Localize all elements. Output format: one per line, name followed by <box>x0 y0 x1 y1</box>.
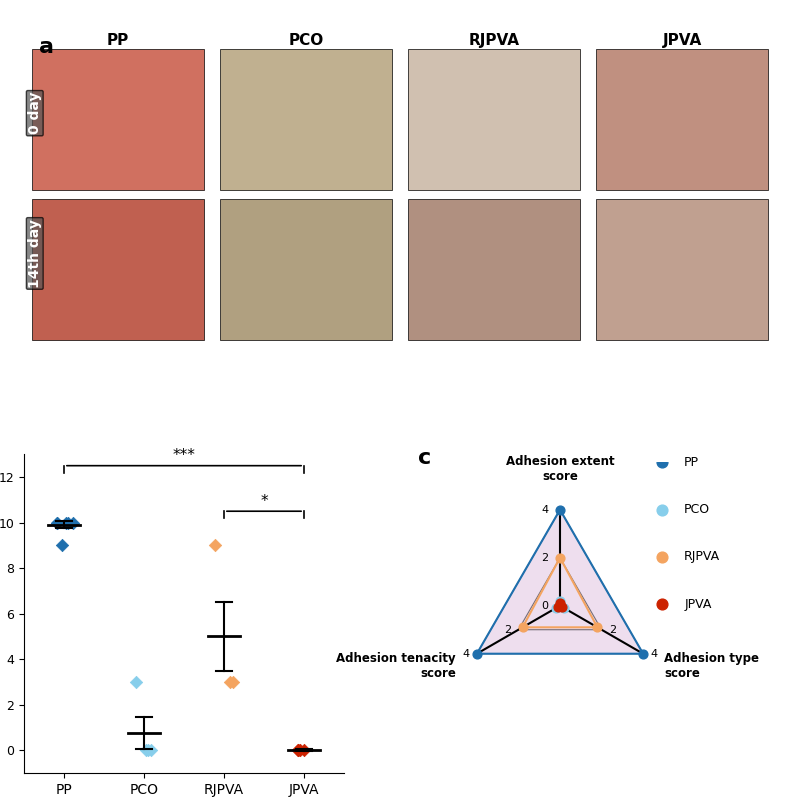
Point <box>226 676 239 689</box>
Point <box>291 744 304 756</box>
Text: *: * <box>260 494 268 509</box>
Point <box>142 744 154 756</box>
Point <box>55 539 68 552</box>
Text: 2: 2 <box>610 625 616 634</box>
Point <box>294 744 306 756</box>
Text: c: c <box>418 448 431 468</box>
Point <box>772 241 785 253</box>
Text: PCO: PCO <box>288 33 324 49</box>
Point <box>637 647 650 660</box>
Text: ***: *** <box>173 449 195 463</box>
Point <box>292 744 305 756</box>
Text: 4: 4 <box>542 505 549 515</box>
Point <box>550 602 562 614</box>
Text: Adhesion extent
score: Adhesion extent score <box>506 455 614 483</box>
Text: 4: 4 <box>462 649 469 658</box>
Point <box>554 504 566 516</box>
Point <box>145 744 158 756</box>
Point <box>298 744 311 756</box>
Text: 2: 2 <box>542 553 549 563</box>
Text: JPVA: JPVA <box>662 33 702 49</box>
Text: PP: PP <box>107 33 129 49</box>
Point <box>59 516 72 529</box>
Polygon shape <box>477 510 643 654</box>
FancyBboxPatch shape <box>595 49 769 190</box>
Point <box>51 516 64 529</box>
FancyBboxPatch shape <box>219 49 393 190</box>
Text: PCO: PCO <box>684 503 710 516</box>
Point <box>554 597 566 610</box>
Point <box>291 744 304 756</box>
Text: 0: 0 <box>542 601 549 611</box>
Text: a: a <box>39 37 54 57</box>
Point <box>129 676 142 689</box>
Text: RJPVA: RJPVA <box>469 33 519 49</box>
Point <box>139 744 152 756</box>
Text: 4: 4 <box>651 649 658 658</box>
Text: 0 day: 0 day <box>28 92 42 135</box>
Text: Adhesion tenacity
score: Adhesion tenacity score <box>337 652 456 680</box>
Point <box>556 601 569 614</box>
Point <box>591 621 604 634</box>
FancyBboxPatch shape <box>407 49 581 190</box>
Point <box>51 516 64 529</box>
Text: 2: 2 <box>504 625 510 634</box>
Text: 14th day: 14th day <box>28 219 42 288</box>
FancyBboxPatch shape <box>407 199 581 340</box>
Point <box>208 539 221 552</box>
Point <box>551 601 564 614</box>
FancyBboxPatch shape <box>31 199 205 340</box>
Point <box>66 516 79 529</box>
FancyBboxPatch shape <box>595 199 769 340</box>
Text: PP: PP <box>684 456 699 469</box>
Point <box>470 647 483 660</box>
Text: RJPVA: RJPVA <box>684 551 720 563</box>
Point <box>558 602 570 614</box>
Point <box>224 676 237 689</box>
FancyBboxPatch shape <box>31 49 205 190</box>
FancyBboxPatch shape <box>219 199 393 340</box>
Text: Adhesion type
score: Adhesion type score <box>664 652 759 680</box>
Text: JPVA: JPVA <box>684 598 711 611</box>
Point <box>516 621 529 634</box>
Point <box>554 552 566 564</box>
Point <box>62 516 75 529</box>
Point <box>554 595 566 607</box>
